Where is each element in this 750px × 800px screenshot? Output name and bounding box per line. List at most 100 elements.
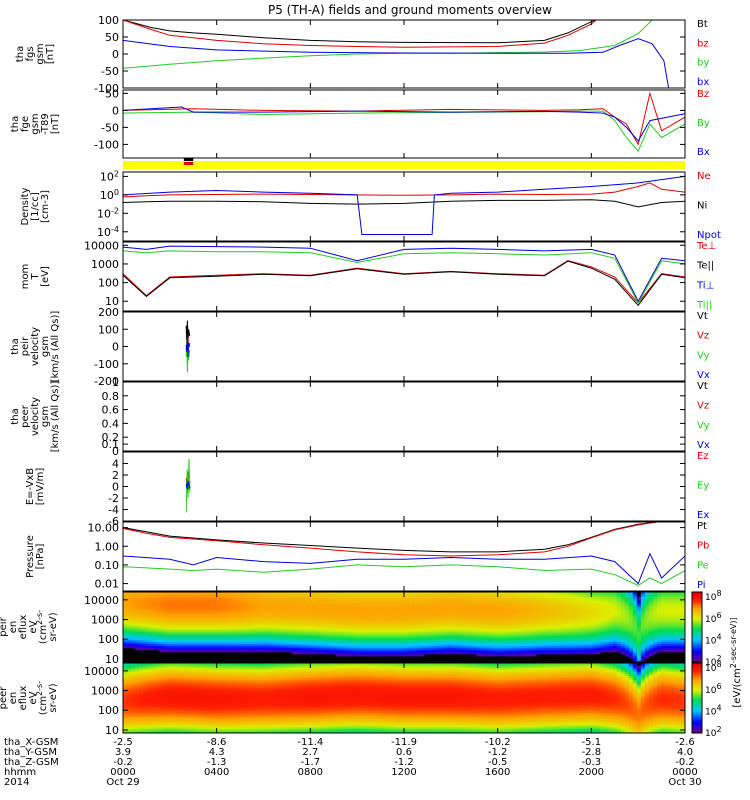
- spectrogram-cell: [355, 651, 361, 655]
- spectrogram-cell: [399, 651, 405, 655]
- spectrogram-cell: [327, 647, 333, 651]
- spectrogram-cell: [323, 602, 329, 605]
- spectrogram-cell: [596, 604, 602, 608]
- spectrogram-cell: [363, 629, 369, 632]
- spectrogram-cell: [131, 604, 136, 608]
- spectrogram-cell: [436, 631, 441, 634]
- spectrogram-cell: [492, 647, 497, 651]
- spectrogram-cell: [424, 620, 429, 624]
- y-tick-label: 10: [105, 295, 119, 308]
- spectrogram-cell: [355, 635, 361, 638]
- spectrogram-cell: [568, 614, 574, 618]
- spectrogram-cell: [536, 612, 542, 616]
- spectrogram-cell: [548, 655, 554, 659]
- spectrogram-cell: [528, 600, 534, 603]
- legend-entry-Npot: Npot: [697, 230, 721, 241]
- spectrogram-cell: [560, 624, 566, 628]
- spectrogram-cell: [287, 649, 293, 653]
- spectrogram-cell: [191, 600, 196, 603]
- spectrogram-cell: [363, 637, 369, 640]
- spectrogram-cell: [255, 604, 261, 608]
- spectrogram-cell: [159, 657, 164, 661]
- spectrogram-cell: [287, 643, 293, 647]
- spectrogram-cell: [343, 604, 349, 608]
- y-tick-label: 1.00: [95, 540, 120, 553]
- spectrogram-cell: [412, 659, 417, 662]
- spectrogram-cell: [520, 647, 526, 651]
- spectrogram-cell: [536, 608, 542, 612]
- spectrogram-cell: [576, 598, 582, 601]
- spectrogram-cell: [564, 635, 570, 638]
- spectrogram-cell: [404, 616, 409, 620]
- spectrogram-cell: [508, 629, 513, 632]
- spectrogram-cell: [247, 645, 253, 649]
- spectrogram-cell: [195, 612, 200, 616]
- spectrogram-cell: [251, 602, 257, 605]
- spectrogram-cell: [191, 653, 196, 657]
- spectrogram-cell: [516, 657, 522, 661]
- spectrogram-cell: [560, 594, 566, 597]
- spectrogram-cell: [608, 647, 614, 651]
- spectrogram-cell: [315, 622, 321, 626]
- spectrogram-cell: [496, 606, 501, 610]
- spectrogram-cell: [568, 602, 574, 605]
- spectrogram-cell: [552, 606, 558, 610]
- spectrogram-cell: [215, 655, 220, 659]
- spectrogram-cell: [387, 651, 393, 655]
- y-tick-label: 100: [98, 14, 119, 27]
- spectrogram-cell: [187, 592, 192, 595]
- spectrogram-cell: [556, 610, 562, 614]
- spectrogram-cell: [315, 618, 321, 622]
- spectrogram-cell: [440, 653, 445, 657]
- spectrogram-cell: [395, 594, 401, 597]
- spectrogram-cell: [524, 629, 530, 632]
- spectrogram-cell: [395, 610, 401, 614]
- spectrogram-cell: [516, 602, 522, 605]
- spectrogram-cell: [131, 622, 136, 626]
- spectrogram-cell: [195, 592, 200, 595]
- spectrogram-cell: [464, 600, 469, 603]
- spectrogram-cell: [660, 608, 666, 612]
- spectrogram-cell: [243, 606, 249, 610]
- spectrogram-cell: [131, 649, 136, 653]
- spectrogram-cell: [151, 655, 156, 659]
- spectrogram-cell: [247, 614, 253, 618]
- spectrogram-cell: [636, 592, 642, 595]
- spectrogram-cell: [616, 602, 622, 605]
- spectrogram-cell: [504, 604, 509, 608]
- spectrogram-cell: [231, 631, 236, 634]
- spectrogram-cell: [371, 643, 377, 647]
- spectrogram-cell: [612, 622, 618, 626]
- spectrogram-cell: [187, 608, 192, 612]
- spectrogram-cell: [500, 651, 505, 655]
- spectrogram-cell: [171, 643, 176, 647]
- spectrogram-cell: [287, 620, 293, 624]
- spectrogram-cell: [468, 641, 473, 645]
- spectrogram-cell: [315, 614, 321, 618]
- spectrogram-cell: [572, 600, 578, 603]
- spectrogram-cell: [552, 622, 558, 626]
- spectrogram-cell: [428, 614, 433, 618]
- spectrogram-cell: [660, 633, 666, 636]
- spectrogram-cell: [516, 649, 522, 653]
- spectrogram-cell: [648, 602, 654, 605]
- spectrogram-cell: [496, 616, 501, 620]
- spectrogram-cell: [147, 649, 152, 653]
- spectrogram-cell: [387, 631, 393, 634]
- spectrogram-cell: [199, 622, 204, 626]
- spectrogram-cell: [660, 604, 666, 608]
- spectrogram-cell: [383, 645, 389, 649]
- spectrogram-cell: [171, 627, 176, 630]
- spectrogram-cell: [255, 649, 261, 653]
- spectrogram-cell: [484, 600, 489, 603]
- spectrogram-cell: [343, 606, 349, 610]
- spectrogram-cell: [480, 635, 485, 638]
- spectrogram-cell: [628, 616, 634, 620]
- spectrogram-cell: [600, 645, 606, 649]
- spectrogram-cell: [424, 624, 429, 628]
- spectrogram-cell: [179, 631, 184, 634]
- spectrogram-cell: [275, 657, 281, 661]
- spectrogram-cell: [291, 618, 297, 622]
- spectrogram-cell: [464, 643, 469, 647]
- spectrogram-cell: [404, 624, 409, 628]
